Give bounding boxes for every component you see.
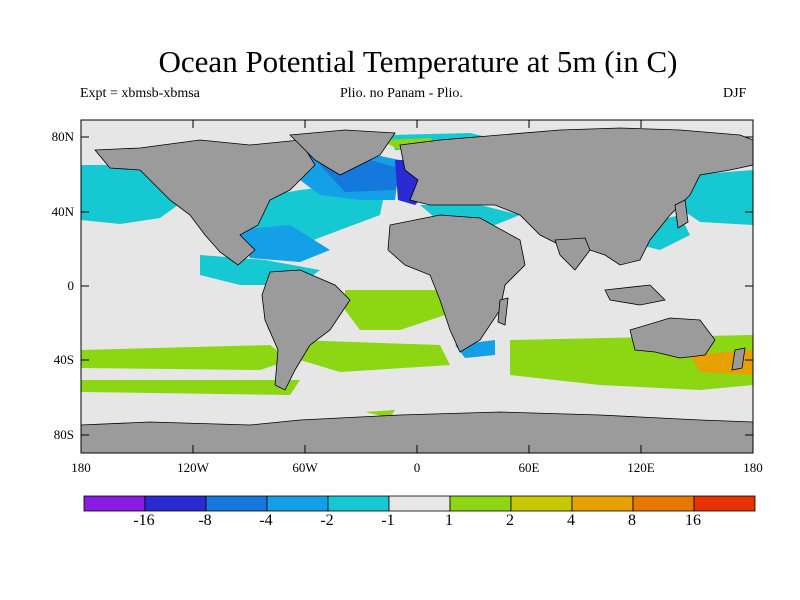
land-north-america: [94, 139, 316, 266]
colorbar-swatch: [266, 495, 329, 512]
y-tick-label-40s: 40S: [53, 352, 74, 367]
colorbar: [83, 495, 756, 512]
y-tick-label-80n: 80N: [51, 129, 74, 144]
x-ticks: [192, 120, 642, 453]
comparison-label: Plio. no Panam - Plio.: [340, 86, 463, 101]
colorbar-label: -1: [381, 512, 395, 529]
colorbar-swatch: [571, 495, 634, 512]
land: [80, 127, 754, 454]
x-tick-label-120e: 120E: [627, 460, 655, 475]
colorbar-swatch: [693, 495, 756, 512]
colorbar-label: -4: [259, 512, 273, 529]
colorbar-label: -2: [320, 512, 334, 529]
land-africa: [387, 214, 526, 353]
x-tick-label-60w: 60W: [292, 460, 318, 475]
land-new-zealand: [731, 347, 746, 371]
colorbar-swatch: [632, 495, 695, 512]
land-australia: [629, 317, 716, 359]
x-tick-label-120w: 120W: [177, 460, 209, 475]
x-tick-label-60e: 60E: [518, 460, 540, 475]
colorbar-swatch: [144, 495, 207, 512]
y-tick-label-80s: 80S: [53, 427, 74, 442]
land-indonesia: [604, 284, 666, 306]
colorbar-swatch: [510, 495, 573, 512]
colorbar-swatch: [327, 495, 390, 512]
patch-spac-green-band: [81, 345, 290, 370]
patch-south-green-2: [81, 380, 300, 395]
season-label: DJF: [723, 86, 747, 101]
colorbar-label: -16: [133, 512, 155, 529]
land-india: [554, 237, 591, 271]
colorbar-label: 2: [506, 512, 514, 529]
x-tick-label-180w: 180: [71, 460, 91, 475]
colorbar-label: 8: [628, 512, 636, 529]
land-madagascar: [497, 297, 509, 326]
colorbar-swatch: [205, 495, 268, 512]
land-greenland: [289, 129, 396, 176]
patch-satl-green: [345, 290, 445, 330]
colorbar-swatch: [83, 495, 146, 512]
patch-gulf-lightblue: [235, 225, 330, 262]
land-japan: [674, 199, 689, 229]
map-title: Ocean Potential Temperature at 5m (in C): [158, 44, 678, 79]
land-eurasia: [399, 127, 754, 266]
patch-satl-green-south: [295, 340, 450, 372]
experiment-label: Expt = xbmsb-xbmsa: [80, 86, 200, 101]
colorbar-label: -8: [198, 512, 212, 529]
colorbar-label: 4: [567, 512, 575, 529]
colorbar-swatch: [388, 495, 451, 512]
colorbar-label: 1: [445, 512, 453, 529]
colorbar-label: 16: [685, 512, 701, 529]
y-ticks: [81, 136, 753, 436]
x-tick-label-0: 0: [413, 460, 421, 475]
y-tick-label-40n: 40N: [51, 204, 74, 219]
x-tick-label-180e: 180: [743, 460, 763, 475]
colorbar-swatch: [449, 495, 512, 512]
y-tick-label-0: 0: [67, 278, 75, 293]
land-south-america: [261, 269, 351, 391]
